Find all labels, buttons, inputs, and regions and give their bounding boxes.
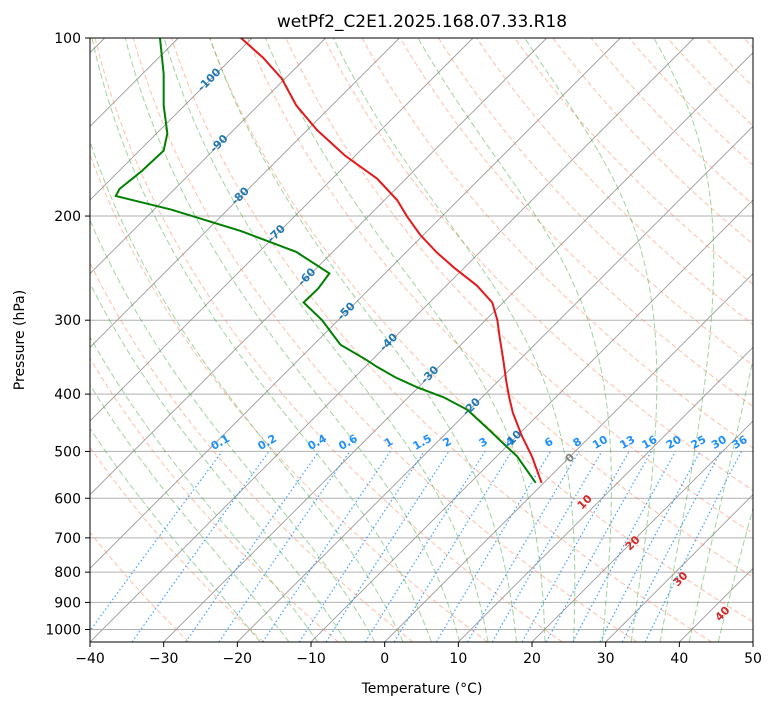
- mixing-ratio-line: [545, 451, 652, 642]
- mixing-ratio-line: [325, 451, 450, 642]
- x-tick-label: 10: [449, 651, 467, 667]
- moist-adiabat-line: [90, 218, 376, 642]
- x-tick-label: 30: [597, 651, 615, 667]
- dry-adiabat-line: [209, 38, 753, 623]
- mixing-ratio-line: [298, 451, 425, 642]
- mixing-ratio-line: [521, 451, 630, 642]
- y-tick-label: 200: [54, 209, 81, 225]
- mixing-ratio-line: [393, 451, 513, 642]
- y-tick-label: 900: [54, 595, 81, 611]
- dry-adiabat-line: [514, 38, 753, 285]
- dry-adiabat-line: [94, 38, 563, 642]
- x-tick-label: 50: [744, 651, 762, 667]
- dry-adiabat-line: [399, 38, 753, 408]
- isotherm-line: [163, 52, 753, 642]
- plot-frame: [89, 37, 754, 643]
- dry-adiabat-line: [90, 153, 488, 642]
- moist-adiabat-line: [90, 282, 347, 642]
- y-axis-label: Pressure (hPa): [12, 290, 28, 390]
- isotherm-line: [458, 346, 753, 642]
- moist-adiabat-line: [124, 38, 461, 642]
- y-tick-label: 400: [54, 387, 81, 403]
- moist-adiabat-line: [163, 38, 489, 642]
- moist-adiabat-line: [90, 427, 261, 642]
- plot-background: [90, 38, 753, 642]
- mixing-ratio-line: [218, 451, 351, 642]
- isotherm-line: [90, 38, 547, 496]
- x-tick-label: −10: [296, 651, 326, 667]
- x-tick-label: −30: [149, 651, 179, 667]
- mixing-ratio-line: [644, 451, 743, 642]
- mixing-ratio-line: [90, 451, 223, 632]
- dry-adiabat-line: [170, 38, 712, 642]
- y-tick-label: 600: [54, 491, 81, 507]
- moist-adiabat-line: [653, 38, 715, 642]
- moist-adiabat-line: [264, 38, 546, 642]
- moist-adiabat-line: [90, 336, 319, 642]
- moist-adiabat-line: [209, 38, 517, 642]
- x-tick-label: −40: [75, 651, 105, 667]
- isotherm-line: [752, 641, 753, 642]
- y-tick-label: 1000: [45, 622, 81, 638]
- isotherm-line: [237, 125, 753, 642]
- isotherm-line: [90, 38, 621, 569]
- grid-layer: [90, 38, 753, 642]
- dry-adiabat-line: [90, 446, 264, 642]
- y-tick-label: 300: [54, 313, 81, 329]
- axis-layer: −40 −30 −20 −10 0 10 20 30 40 50 1000 900 800 700 600 5…: [45, 31, 762, 667]
- dry-adiabat-line: [438, 38, 753, 366]
- dry-adiabat-line: [90, 531, 190, 642]
- isotherm-line: [90, 38, 326, 275]
- temperature-profile-line: [240, 38, 543, 484]
- moist-adiabat-line: [688, 357, 753, 642]
- dry-adiabat-line: [132, 38, 638, 642]
- isotherm-line: [90, 38, 400, 348]
- dry-adiabat-line: [90, 357, 339, 642]
- y-tick-label: 100: [54, 31, 81, 47]
- x-tick-label: 40: [670, 651, 688, 667]
- mixing-ratio-line: [131, 451, 270, 642]
- mixing-ratio-line: [262, 451, 391, 642]
- y-tick-label: 500: [54, 444, 81, 460]
- dry-adiabat-line: [247, 38, 753, 578]
- y-tick-label: 700: [54, 531, 81, 547]
- mixing-ratio-line: [572, 451, 677, 642]
- mixing-ratio-line: [185, 451, 320, 642]
- x-tick-label: −20: [223, 651, 253, 667]
- isotherm-line: [531, 420, 753, 642]
- isotherm-line: [90, 38, 253, 201]
- isotherm-line: [90, 38, 695, 642]
- moist-adiabat-line: [417, 38, 612, 642]
- y-tick-label: 800: [54, 565, 81, 581]
- isotherm-line: [90, 38, 474, 422]
- moist-adiabat-line: [332, 38, 576, 642]
- moist-adiabat-line: [524, 38, 658, 642]
- data-layer: [114, 38, 543, 484]
- x-tick-label: 0: [380, 651, 389, 667]
- dry-adiabat-line: [323, 38, 753, 492]
- isotherm-line: [605, 494, 753, 642]
- x-tick-label: 20: [523, 651, 541, 667]
- isotherm-line: [384, 273, 753, 642]
- x-axis-label: Temperature (°C): [361, 681, 483, 697]
- chart-title: wetPf2_C2E1.2025.168.07.33.R18: [277, 12, 567, 32]
- moist-adiabat-line: [90, 139, 404, 642]
- moist-adiabat-line: [90, 383, 290, 642]
- moist-adiabat-line: [91, 38, 432, 642]
- mixing-ratio-line: [621, 451, 722, 642]
- dewpoint-profile-line: [114, 38, 537, 484]
- dry-adiabat-line: [90, 261, 414, 642]
